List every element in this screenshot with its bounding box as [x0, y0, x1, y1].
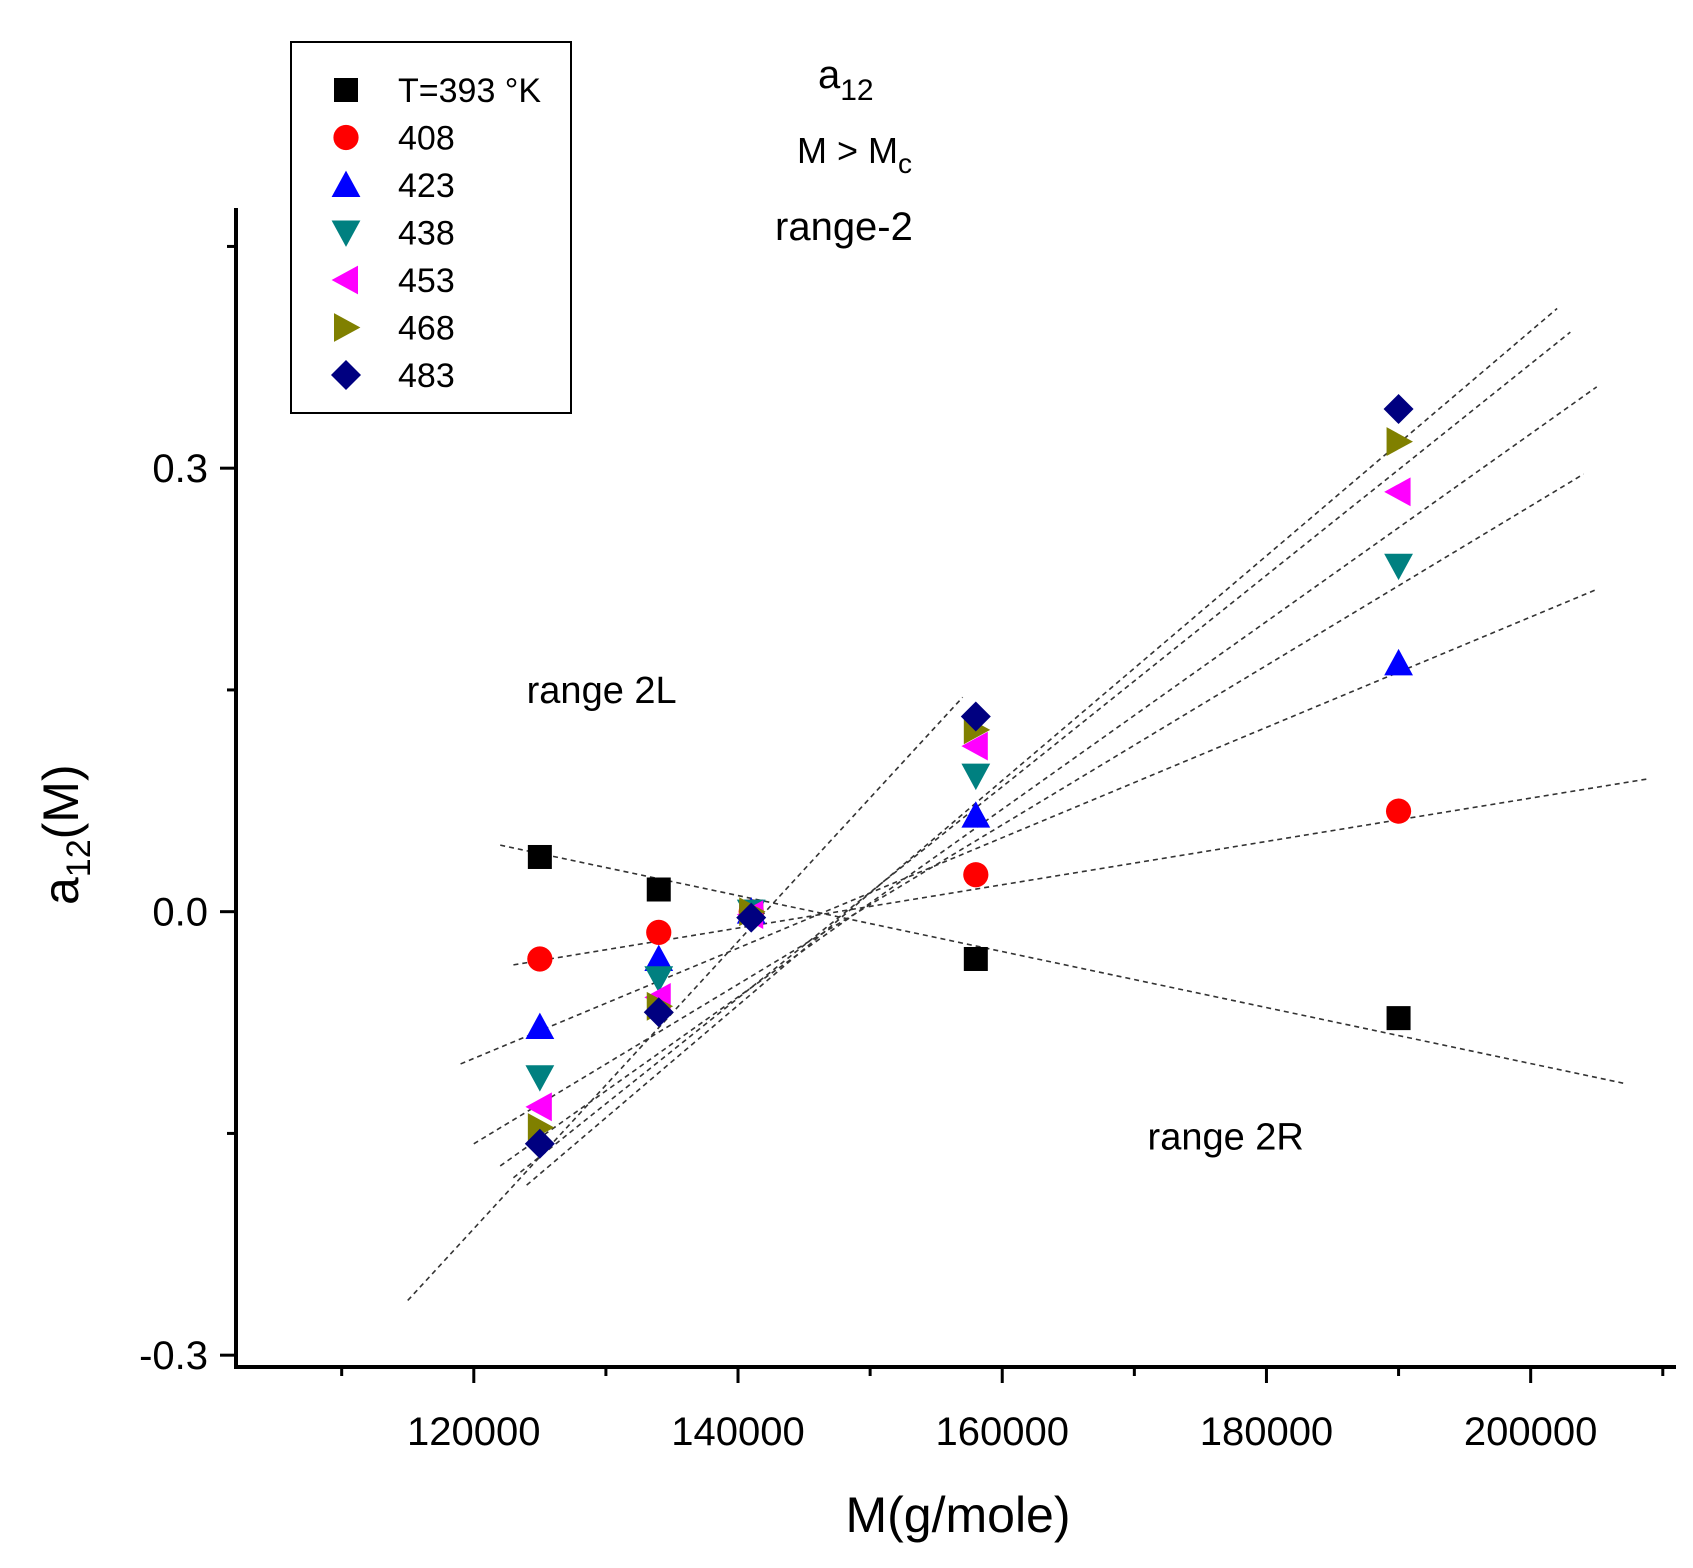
title-main: a12: [818, 53, 874, 107]
data-point: [525, 1065, 555, 1092]
fit-line-453: [499, 386, 1598, 1167]
y-tick-label: 0.3: [152, 447, 208, 491]
data-point: [960, 701, 991, 732]
annotation-range-2l: range 2L: [527, 670, 677, 712]
legend-label: 408: [398, 120, 455, 158]
legend: T=393 °K 408 423 438 453 468 483: [290, 41, 572, 414]
data-marks: [524, 394, 1414, 1159]
data-point: [644, 944, 674, 971]
title-line3: range-2: [775, 205, 913, 249]
legend-label: 423: [398, 167, 455, 205]
data-point: [646, 877, 671, 902]
fit-line-468: [512, 331, 1571, 1179]
x-axis-title: M(g/mole): [845, 1487, 1070, 1543]
fit-line-408: [513, 777, 1650, 966]
fit-line-438: [473, 473, 1584, 1145]
data-point: [646, 919, 672, 945]
x-tick-label: 180000: [1200, 1410, 1333, 1454]
data-point: [527, 946, 553, 972]
legend-marker: [331, 360, 361, 390]
data-point: [525, 1012, 555, 1039]
ticks: 120000 140000 160000 180000 200000 -0.3 0.0 0.3: [139, 244, 1665, 1454]
x-tick-label: 200000: [1464, 1410, 1597, 1454]
data-point: [643, 997, 674, 1028]
data-point: [527, 844, 552, 869]
data-point: [1386, 427, 1413, 456]
data-point: [736, 902, 767, 933]
legend-marker: [331, 265, 358, 295]
fit-lines-layer: [407, 307, 1650, 1302]
x-tick-label: 120000: [407, 1410, 540, 1454]
fit-line-t393: [500, 844, 1624, 1084]
legend-label: 483: [398, 357, 455, 395]
data-point: [1383, 394, 1414, 425]
chart-title: a12 M > Mc range-2: [775, 53, 913, 249]
legend-label: 453: [398, 262, 455, 300]
title-line2: M > Mc: [797, 130, 912, 179]
fit-line-423: [460, 588, 1598, 1065]
fit-line-extra: [407, 696, 964, 1302]
legend-marker: [333, 124, 359, 151]
x-tick-label: 140000: [671, 1410, 804, 1454]
data-point: [524, 1128, 555, 1159]
fit-line-483: [526, 307, 1558, 1186]
legend-marker: [334, 313, 361, 342]
legend-marker: [334, 78, 358, 102]
data-point: [963, 946, 988, 971]
x-tick-label: 160000: [935, 1410, 1068, 1454]
data-point: [963, 862, 989, 888]
data-point: [961, 801, 991, 828]
y-axis-title: a12(M): [33, 764, 98, 905]
data-point: [525, 1092, 552, 1122]
y-tick-label: -0.3: [139, 1334, 208, 1378]
data-point: [1384, 648, 1413, 676]
data-point: [1384, 477, 1411, 507]
legend-label: T=393 °K: [398, 72, 541, 110]
data-point: [961, 763, 991, 791]
data-point: [1385, 798, 1412, 824]
data-point: [961, 731, 988, 761]
data-point: [1386, 1006, 1411, 1031]
legend-marker: [331, 220, 361, 247]
annotation-range-2r: range 2R: [1148, 1117, 1304, 1159]
legend-marker: [331, 170, 361, 197]
legend-label: 468: [398, 310, 455, 348]
data-point: [644, 966, 674, 993]
legend-label: 438: [398, 215, 455, 253]
data-point: [1384, 553, 1413, 581]
y-tick-label: 0.0: [152, 891, 208, 935]
